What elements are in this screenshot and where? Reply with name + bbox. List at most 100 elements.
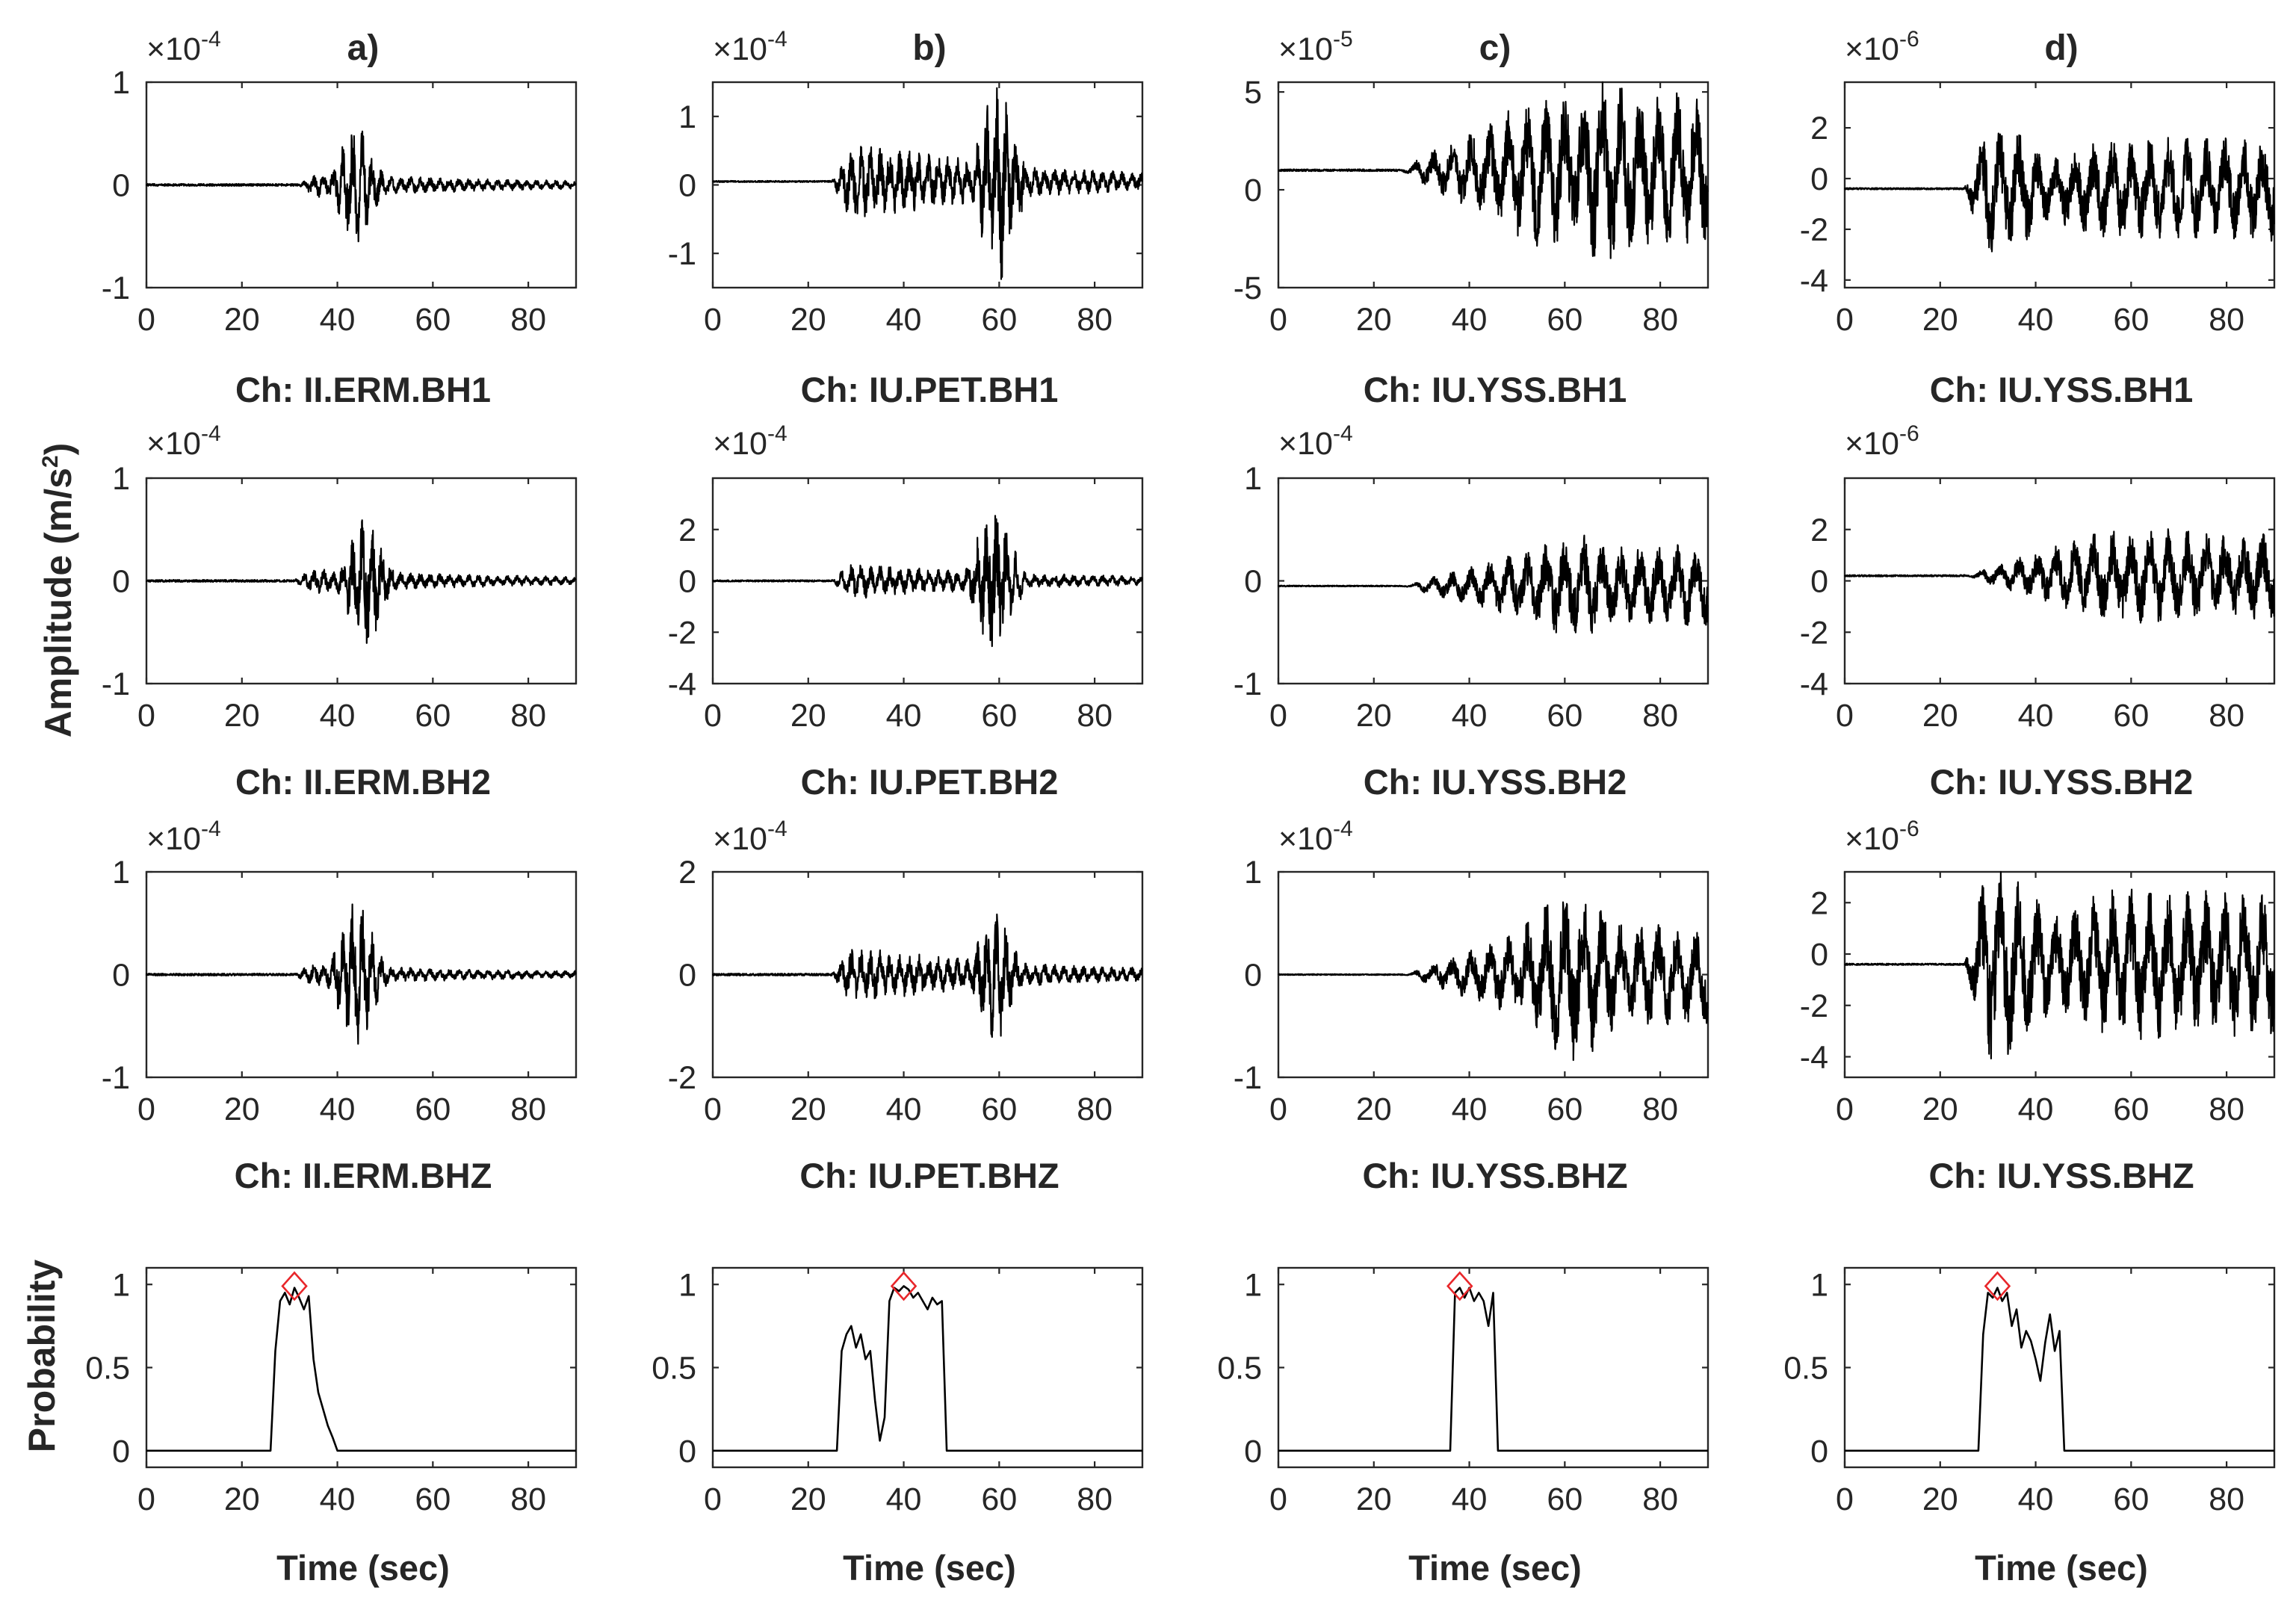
x-tick-label: 80 — [2209, 302, 2244, 338]
y-tick-label: 2 — [1810, 111, 1828, 146]
y-tick-label: 0 — [678, 168, 696, 204]
y-tick-label: -4 — [1800, 1040, 1828, 1076]
x-tick-label: 20 — [224, 1481, 260, 1517]
time-axis-label: Time (sec) — [276, 1548, 450, 1588]
waveform-trace — [711, 913, 1143, 1038]
x-tick-label: 80 — [510, 302, 546, 338]
x-tick-label: 80 — [1642, 698, 1678, 734]
y-tick-label: 0 — [1810, 937, 1828, 973]
y-tick-label: 0 — [112, 1434, 130, 1470]
x-tick-label: 60 — [981, 302, 1017, 338]
x-tick-label: 40 — [1452, 1481, 1488, 1517]
x-tick-label: 60 — [981, 698, 1017, 734]
y-tick-label: -4 — [1800, 666, 1828, 702]
axis-exponent: ×10-4 — [1278, 421, 1353, 462]
y-tick-label: 0 — [1810, 1434, 1828, 1470]
y-tick-label: -1 — [1234, 1060, 1262, 1096]
x-tick-label: 60 — [415, 302, 451, 338]
amplitude-axis-label: Amplitude (m/s2) — [37, 443, 79, 737]
panel-letter: c) — [1479, 28, 1511, 68]
y-tick-label: -2 — [668, 615, 696, 651]
x-tick-label: 0 — [1269, 1092, 1287, 1127]
x-tick-label: 20 — [1356, 302, 1392, 338]
x-tick-label: 0 — [1836, 302, 1854, 338]
x-tick-label: 20 — [1356, 698, 1392, 734]
y-tick-label: 0 — [678, 958, 696, 994]
x-tick-label: 80 — [1077, 302, 1113, 338]
y-tick-label: 0.5 — [1217, 1351, 1262, 1387]
x-tick-label: 60 — [1547, 698, 1582, 734]
waveform-trace — [1844, 870, 2275, 1059]
y-tick-label: -1 — [1234, 666, 1262, 702]
x-tick-label: 60 — [2113, 1092, 2149, 1127]
y-tick-label: -1 — [668, 236, 696, 272]
y-tick-label: 1 — [678, 99, 696, 135]
axes-box — [145, 1266, 578, 1469]
x-tick-label: 80 — [1642, 302, 1678, 338]
axis-exponent: ×10-6 — [1845, 421, 1919, 462]
y-tick-label: 0 — [678, 1434, 696, 1470]
y-tick-label: -4 — [668, 666, 696, 702]
probability-subplot: 0 20 40 60 80 1 0.5 0 Time (sec) — [1783, 1266, 2276, 1588]
x-tick-label: 0 — [704, 1092, 722, 1127]
y-tick-label: -1 — [102, 1060, 130, 1096]
x-tick-label: 60 — [2113, 698, 2149, 734]
x-tick-label: 0 — [137, 1092, 155, 1127]
y-tick-label: 0 — [112, 564, 130, 600]
x-tick-label: 60 — [415, 1092, 451, 1127]
x-tick-label: 20 — [1356, 1481, 1392, 1517]
waveform-trace — [145, 130, 577, 243]
y-tick-label: 0 — [1810, 161, 1828, 197]
axes-box — [1277, 81, 1709, 289]
y-tick-label: -1 — [102, 270, 130, 306]
y-tick-label: 0 — [112, 168, 130, 204]
x-tick-label: 80 — [510, 698, 546, 734]
x-tick-label: 20 — [790, 302, 826, 338]
x-tick-label: 40 — [1452, 302, 1488, 338]
x-tick-label: 0 — [137, 698, 155, 734]
x-tick-label: 0 — [1269, 1481, 1287, 1517]
axis-exponent: ×10-5 — [1278, 27, 1353, 67]
y-tick-label: -2 — [1800, 615, 1828, 651]
x-tick-label: 20 — [790, 1481, 826, 1517]
x-tick-label: 0 — [704, 302, 722, 338]
x-tick-label: 60 — [981, 1092, 1017, 1127]
waveform-trace — [1843, 528, 2275, 624]
probability-curve — [146, 1286, 576, 1452]
waveform-trace — [146, 519, 577, 644]
x-tick-label: 0 — [137, 302, 155, 338]
y-tick-label: 0.5 — [1783, 1351, 1828, 1387]
channel-label: Ch: IU.YSS.BH1 — [1364, 370, 1627, 409]
x-tick-label: 40 — [2018, 1092, 2054, 1127]
y-tick-label: 2 — [1810, 885, 1828, 921]
x-tick-label: 40 — [2018, 302, 2054, 338]
x-tick-label: 20 — [1922, 302, 1958, 338]
x-tick-label: 80 — [1642, 1481, 1678, 1517]
channel-label: Ch: IU.PET.BH2 — [801, 762, 1059, 802]
panel-letter: b) — [912, 28, 946, 68]
x-tick-label: 40 — [2018, 1481, 2054, 1517]
x-tick-label: 60 — [415, 1481, 451, 1517]
y-tick-label: 0.5 — [85, 1351, 130, 1387]
waveform-trace — [1277, 534, 1709, 634]
y-tick-label: 2 — [678, 855, 696, 891]
axis-exponent: ×10-4 — [146, 421, 221, 462]
channel-label: Ch: II.ERM.BH1 — [235, 370, 491, 409]
waveform-trace — [712, 515, 1143, 648]
channel-label: Ch: IU.YSS.BH2 — [1930, 762, 2194, 802]
x-tick-label: 60 — [2113, 1481, 2149, 1517]
x-tick-label: 60 — [1547, 302, 1582, 338]
channel-label: Ch: IU.YSS.BH1 — [1930, 370, 2194, 409]
axis-exponent: ×10-4 — [713, 817, 787, 857]
channel-label: Ch: IU.YSS.BH2 — [1364, 762, 1627, 802]
x-tick-label: 60 — [981, 1481, 1017, 1517]
x-tick-label: 40 — [886, 1481, 922, 1517]
axis-exponent: ×10-6 — [1845, 817, 1919, 857]
channel-label: Ch: IU.YSS.BHZ — [1928, 1156, 2194, 1195]
